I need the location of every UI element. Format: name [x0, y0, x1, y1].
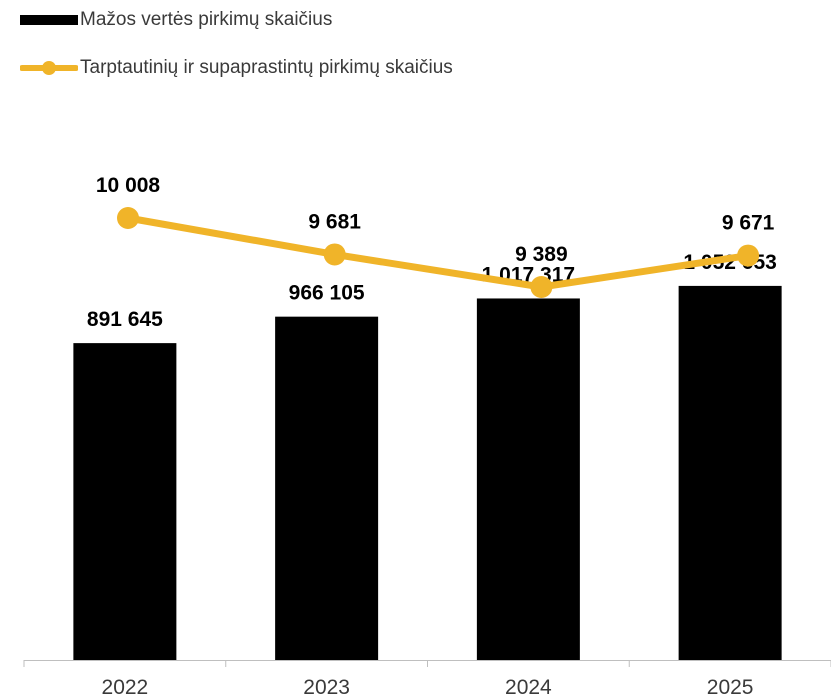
x-tick-label: 2023	[303, 676, 350, 699]
legend-item-bars: Mažos vertės pirkimų skaičius	[20, 8, 332, 32]
line-point	[323, 243, 346, 266]
bar	[73, 343, 177, 660]
line-value-label: 10 008	[96, 174, 161, 197]
legend-swatch-bars	[20, 15, 78, 25]
bar-value-label: 966 105	[289, 282, 365, 305]
bar	[678, 285, 782, 660]
x-tick-label: 2025	[707, 676, 754, 699]
line-point	[530, 276, 553, 298]
bar-value-label: 891 645	[87, 308, 163, 331]
line-point	[117, 207, 139, 229]
line-value-label: 9 671	[722, 212, 775, 235]
line-series	[124, 214, 752, 291]
line-value-label: 9 681	[308, 210, 361, 233]
x-tick-label: 2024	[505, 676, 552, 699]
bar	[476, 298, 580, 660]
legend-label-line: Tarptautinių ir supaprastintų pirkimų sk…	[80, 57, 453, 78]
legend-item-line: Tarptautinių ir supaprastintų pirkimų sk…	[20, 56, 453, 80]
x-tick-label: 2022	[102, 676, 149, 699]
bar	[275, 316, 379, 660]
line-value-label: 9 389	[515, 243, 568, 266]
line-point	[737, 244, 760, 267]
legend-swatch-line	[20, 61, 78, 75]
legend-label-bars: Mažos vertės pirkimų skaičius	[80, 9, 333, 30]
